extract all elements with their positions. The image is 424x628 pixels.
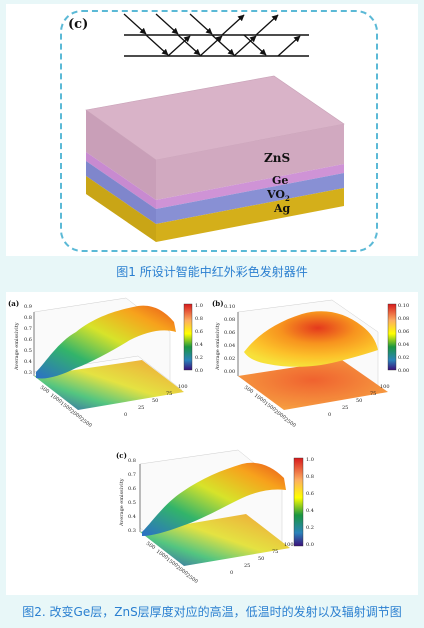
- plot-a-colorbar-ticks: 1.0 0.8 0.6 0.4 0.2 0.0: [195, 303, 203, 374]
- svg-text:0.06: 0.06: [224, 330, 235, 336]
- plot-a-surface: [36, 305, 176, 379]
- layer-label-vo2: VO2: [266, 188, 290, 203]
- plot-a-y-ticks: 0 25 50 75 100: [124, 384, 188, 418]
- svg-text:0.2: 0.2: [195, 355, 203, 361]
- plot-b-label: (b): [212, 299, 224, 308]
- svg-text:0.10: 0.10: [224, 304, 235, 310]
- svg-text:0.3: 0.3: [128, 528, 136, 534]
- svg-text:0.8: 0.8: [306, 474, 314, 480]
- svg-text:50: 50: [152, 398, 158, 404]
- figure-1-frame: [60, 10, 378, 252]
- layer-stack: [85, 75, 345, 242]
- svg-text:2500: 2500: [185, 573, 199, 585]
- svg-text:0.7: 0.7: [128, 472, 136, 478]
- svg-text:0.04: 0.04: [224, 343, 235, 349]
- figure-2-panel: (a) 0.9 0.8 0.7 0.6 0.5 0.4 0.3 Average …: [6, 292, 418, 595]
- plot-b-y-ticks: 0 25 50 75 100: [328, 384, 390, 418]
- plot-b: (b) 0.10 0.08 0.06 0.04 0.02 0.00 Averag…: [212, 299, 409, 429]
- svg-text:0.0: 0.0: [195, 368, 203, 374]
- svg-text:0: 0: [230, 570, 233, 576]
- svg-text:0.5: 0.5: [128, 500, 136, 506]
- svg-text:0.6: 0.6: [306, 491, 314, 497]
- svg-text:0.6: 0.6: [128, 486, 136, 492]
- svg-text:25: 25: [244, 563, 250, 569]
- svg-text:500: 500: [243, 385, 254, 395]
- plot-b-surface: [244, 311, 378, 367]
- svg-text:0.4: 0.4: [195, 342, 203, 348]
- svg-text:0.08: 0.08: [398, 316, 409, 322]
- svg-text:500: 500: [39, 385, 50, 395]
- svg-text:0.8: 0.8: [195, 316, 203, 322]
- plot-a-z-title: Average emissivity: [14, 322, 20, 371]
- svg-text:0.00: 0.00: [224, 369, 235, 375]
- svg-text:0.2: 0.2: [306, 525, 314, 531]
- emissivity-plots: (a) 0.9 0.8 0.7 0.6 0.5 0.4 0.3 Average …: [8, 297, 409, 585]
- layer-label-zns: ZnS: [264, 151, 290, 165]
- light-rays: [123, 13, 301, 57]
- svg-text:0.0: 0.0: [306, 542, 314, 548]
- svg-text:0.3: 0.3: [24, 370, 32, 376]
- layer-label-ge: Ge: [272, 174, 288, 187]
- svg-text:0.08: 0.08: [224, 317, 235, 323]
- figure-2-caption: 图2. 改变Ge层，ZnS层厚度对应的高温，低温时的发射以及辐射调节图: [22, 605, 402, 619]
- plot-b-z-title: Average emissivity: [215, 322, 221, 371]
- svg-text:0.7: 0.7: [24, 326, 32, 332]
- svg-text:500: 500: [145, 541, 156, 551]
- svg-text:0.02: 0.02: [224, 356, 235, 362]
- svg-text:0.00: 0.00: [398, 368, 409, 374]
- plot-c-z-ticks: 0.8 0.7 0.6 0.5 0.4 0.3: [128, 458, 136, 534]
- svg-text:0.4: 0.4: [128, 514, 136, 520]
- svg-text:0.4: 0.4: [24, 359, 32, 365]
- plot-c-y-ticks: 0 25 50 75 100: [230, 542, 294, 576]
- figure-1-caption: 图1 所设计智能中红外彩色发射器件: [116, 265, 308, 279]
- svg-text:75: 75: [272, 549, 278, 555]
- svg-text:75: 75: [166, 391, 172, 397]
- svg-text:0.8: 0.8: [24, 315, 32, 321]
- svg-text:0.5: 0.5: [24, 348, 32, 354]
- plot-a-z-ticks: 0.9 0.8 0.7 0.6 0.5 0.4 0.3: [24, 304, 32, 376]
- svg-text:0.6: 0.6: [24, 337, 32, 343]
- plot-b-colorbar: [387, 303, 397, 371]
- plot-a-floor-contour: [34, 360, 184, 410]
- plot-c-colorbar: [293, 457, 304, 547]
- svg-text:1.0: 1.0: [195, 303, 203, 309]
- svg-text:2500: 2500: [79, 417, 93, 429]
- plot-a-label: (a): [8, 299, 19, 308]
- emitter-structure-diagram: (c) ZnS Ge VO2 Ag: [68, 13, 345, 242]
- svg-text:2500: 2500: [283, 417, 297, 429]
- svg-text:100: 100: [284, 542, 294, 548]
- svg-text:0.04: 0.04: [398, 342, 409, 348]
- svg-text:1.0: 1.0: [306, 457, 314, 463]
- plot-a: (a) 0.9 0.8 0.7 0.6 0.5 0.4 0.3 Average …: [8, 297, 203, 429]
- plot-c-colorbar-ticks: 1.0 0.8 0.6 0.4 0.2 0.0: [306, 457, 314, 548]
- figure-1-panel: (c) ZnS Ge VO2 Ag: [6, 4, 418, 256]
- plot-c-surface: [142, 462, 286, 536]
- svg-text:0.02: 0.02: [398, 355, 409, 361]
- svg-text:0.9: 0.9: [24, 304, 32, 310]
- svg-text:0.06: 0.06: [398, 329, 409, 335]
- svg-text:100: 100: [380, 384, 390, 390]
- svg-text:0.10: 0.10: [398, 303, 409, 309]
- plot-b-colorbar-ticks: 0.10 0.08 0.06 0.04 0.02 0.00: [398, 303, 409, 374]
- svg-text:0.6: 0.6: [195, 329, 203, 335]
- layer-label-ag: Ag: [273, 202, 291, 215]
- plot-c: (c) 0.8 0.7 0.6 0.5 0.4 0.3 Average emis…: [116, 449, 314, 585]
- figure-1-label: (c): [68, 17, 88, 32]
- svg-text:0.8: 0.8: [128, 458, 136, 464]
- svg-text:50: 50: [356, 398, 362, 404]
- svg-text:0: 0: [124, 412, 127, 418]
- plot-c-label: (c): [116, 451, 127, 460]
- plot-b-z-ticks: 0.10 0.08 0.06 0.04 0.02 0.00: [224, 304, 235, 375]
- svg-text:25: 25: [138, 405, 144, 411]
- svg-text:50: 50: [258, 556, 264, 562]
- svg-text:0.4: 0.4: [306, 508, 314, 514]
- svg-text:75: 75: [370, 391, 376, 397]
- svg-text:100: 100: [178, 384, 188, 390]
- svg-text:0: 0: [328, 412, 331, 418]
- plot-a-colorbar: [183, 303, 193, 371]
- plot-b-floor-contour: [238, 360, 388, 410]
- plot-c-z-title: Average emissivity: [119, 478, 125, 527]
- svg-text:25: 25: [342, 405, 348, 411]
